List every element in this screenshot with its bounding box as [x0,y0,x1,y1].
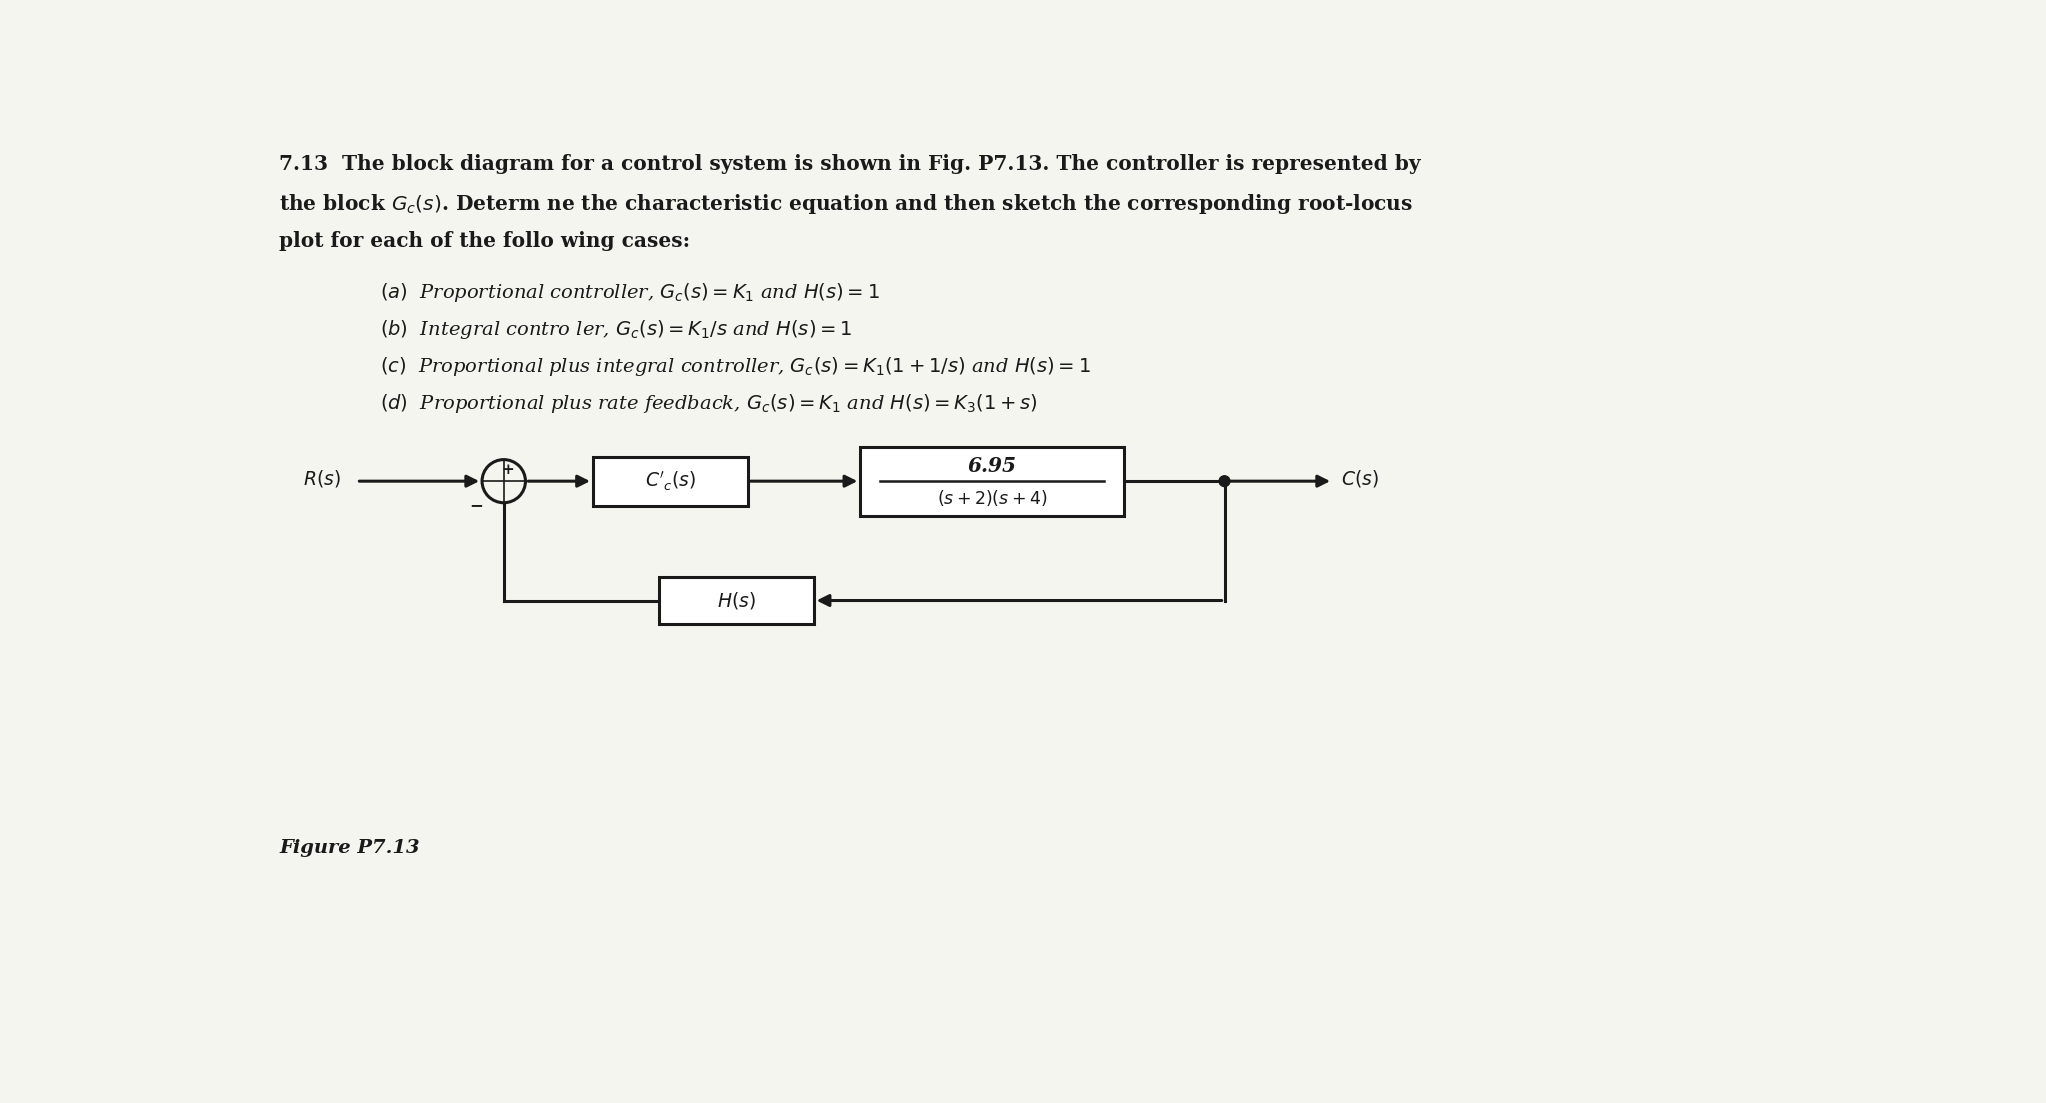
Text: Figure P7.13: Figure P7.13 [278,839,419,857]
Text: $H(s)$: $H(s)$ [716,590,755,611]
Text: $C(s)$: $C(s)$ [1340,468,1379,489]
Bar [659,577,814,623]
Text: $(c)$  Proportional plus integral controller, $G_c(s) = K_1(1 + 1/s)$ and $H(s) : $(c)$ Proportional plus integral control… [381,355,1091,378]
Text: $(b)$  Integral contro ler, $G_c(s) = K_1/s$ and $H(s) = 1$: $(b)$ Integral contro ler, $G_c(s) = K_1… [381,318,851,341]
Text: $R(s)$: $R(s)$ [303,468,342,489]
Text: +: + [501,462,514,476]
Text: $(a)$  Proportional controller, $G_c(s) = K_1$ and $H(s) = 1$: $(a)$ Proportional controller, $G_c(s) =… [381,281,880,304]
Text: $C'_c(s)$: $C'_c(s)$ [644,470,696,493]
Text: the block $G_c(s)$. Determ ne the characteristic equation and then sketch the co: the block $G_c(s)$. Determ ne the charac… [278,192,1414,216]
Text: 7.13  The block diagram for a control system is shown in Fig. P7.13. The control: 7.13 The block diagram for a control sys… [278,154,1420,174]
Text: 6.95: 6.95 [968,456,1017,475]
Text: plot for each of the follo wing cases:: plot for each of the follo wing cases: [278,231,690,250]
Text: $(d)$  Proportional plus rate feedback, $G_c(s) = K_1$ and $H(s) = K_3(1 + s)$: $(d)$ Proportional plus rate feedback, $… [381,392,1037,415]
Bar [593,457,749,506]
Bar [859,447,1123,516]
Text: $(s+2)(s+4)$: $(s+2)(s+4)$ [937,489,1048,508]
Circle shape [1219,475,1230,486]
Text: −: − [471,497,483,514]
